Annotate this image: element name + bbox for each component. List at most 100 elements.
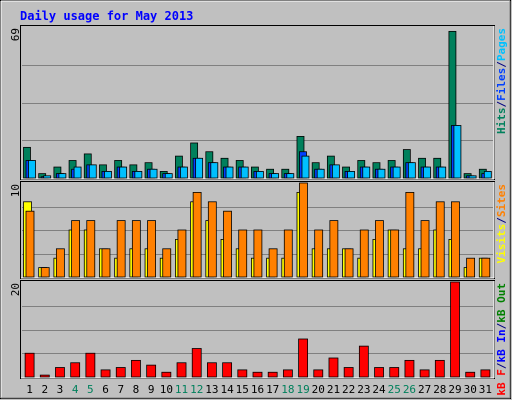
sites-bar <box>466 257 476 278</box>
series-label-part: kB In <box>495 329 508 362</box>
sites-bar <box>359 229 369 278</box>
sites-bar <box>299 182 308 278</box>
kbf-bar <box>313 369 324 378</box>
kbf-bar <box>343 367 354 378</box>
y-max-label: 69 <box>9 28 22 41</box>
x-tick-label: 11 <box>175 383 188 396</box>
sites-bar <box>25 210 35 278</box>
kbf-bar <box>161 371 172 378</box>
pages-bar <box>255 171 264 179</box>
pages-bar <box>164 173 173 179</box>
sites-bar <box>375 220 384 278</box>
pages-bar <box>88 164 97 179</box>
kbf-bar <box>450 281 460 378</box>
sites-bar <box>253 229 263 278</box>
pages-bar <box>180 166 188 179</box>
series-label-part: Visits <box>495 224 508 264</box>
pages-bar <box>392 166 401 179</box>
series-label-part: / <box>495 61 508 68</box>
pages-bar <box>240 166 249 179</box>
kbf-bar <box>115 367 126 378</box>
pages-bar <box>286 173 295 179</box>
kbf-bar <box>389 367 400 378</box>
pages-bar <box>225 166 234 179</box>
pages-bar <box>377 168 386 179</box>
x-tick-label: 15 <box>236 383 249 396</box>
x-tick-label: 20 <box>312 383 325 396</box>
kbf-bar <box>298 338 308 378</box>
series-label-part: Files <box>495 68 508 101</box>
series-label: kB F/kB In/kB Out <box>495 283 508 396</box>
x-tick-label: 30 <box>464 383 477 396</box>
pages-bar <box>43 175 52 179</box>
pages-bar <box>483 171 492 179</box>
kbf-bar <box>282 369 293 378</box>
sites-bar <box>283 229 293 278</box>
sites-bar <box>101 248 111 278</box>
pages-bar <box>407 162 416 179</box>
sites-bar <box>314 229 324 278</box>
x-tick-label: 28 <box>433 383 446 396</box>
sites-bar <box>451 201 460 278</box>
pages-bar <box>134 171 143 179</box>
sites-bar <box>344 248 354 278</box>
sites-bar <box>147 220 156 278</box>
kbf-bar <box>434 359 445 378</box>
y-max-label: 20 <box>9 283 22 296</box>
x-tick-label: 16 <box>251 383 264 396</box>
kbf-bar <box>222 362 233 378</box>
pages-bar <box>73 166 82 179</box>
x-tick-label: 22 <box>342 383 355 396</box>
kbf-bar <box>358 345 369 378</box>
series-label-part: / <box>495 217 508 224</box>
kbf-bar <box>191 348 202 378</box>
kbf-bar <box>419 369 430 378</box>
kbf-bar <box>55 367 65 378</box>
kbf-bar <box>39 374 50 378</box>
series-label-part: Pages <box>495 28 508 61</box>
x-tick-label: 13 <box>205 383 218 396</box>
sites-bar <box>223 210 232 278</box>
kbf-bar <box>70 362 81 378</box>
sites-bar <box>71 220 80 278</box>
sites-bar <box>238 229 248 278</box>
sites-bar <box>116 220 126 278</box>
kbf-bar <box>237 369 248 378</box>
x-tick-label: 29 <box>448 383 461 396</box>
x-tick-label: 8 <box>133 383 140 396</box>
y-max-label: 10 <box>9 184 22 197</box>
series-label-part: kB Out <box>495 283 508 323</box>
sites-bar <box>207 201 217 278</box>
sites-bar <box>131 220 141 278</box>
kbf-bar <box>146 364 157 378</box>
sites-bar <box>40 267 50 278</box>
x-tick-label: 27 <box>418 383 431 396</box>
x-tick-label: 2 <box>41 383 48 396</box>
x-tick-label: 23 <box>357 383 370 396</box>
kbf-bar <box>480 369 491 378</box>
pages-bar <box>210 162 219 179</box>
pages-bar <box>28 160 36 179</box>
x-tick-label: 12 <box>190 383 203 396</box>
pages-bar <box>271 173 280 179</box>
kbf-bar <box>85 352 96 378</box>
pages-bar <box>347 171 355 179</box>
kbf-bar <box>267 371 278 378</box>
x-tick-label: 10 <box>160 383 173 396</box>
series-label-part: / <box>495 362 508 369</box>
x-tick-label: 31 <box>479 383 492 396</box>
kbf-bar <box>404 359 415 378</box>
kbf-bar <box>176 362 187 378</box>
x-tick-label: 24 <box>372 383 386 396</box>
sites-bar <box>177 229 187 278</box>
series-label-part: / <box>495 322 508 329</box>
x-tick-label: 6 <box>102 383 109 396</box>
pages-bar <box>104 171 112 179</box>
pages-bar <box>316 168 325 179</box>
pages-bar <box>301 155 310 179</box>
sites-bar <box>192 191 202 278</box>
x-tick-label: 14 <box>220 383 234 396</box>
kbf-bar <box>252 371 263 378</box>
